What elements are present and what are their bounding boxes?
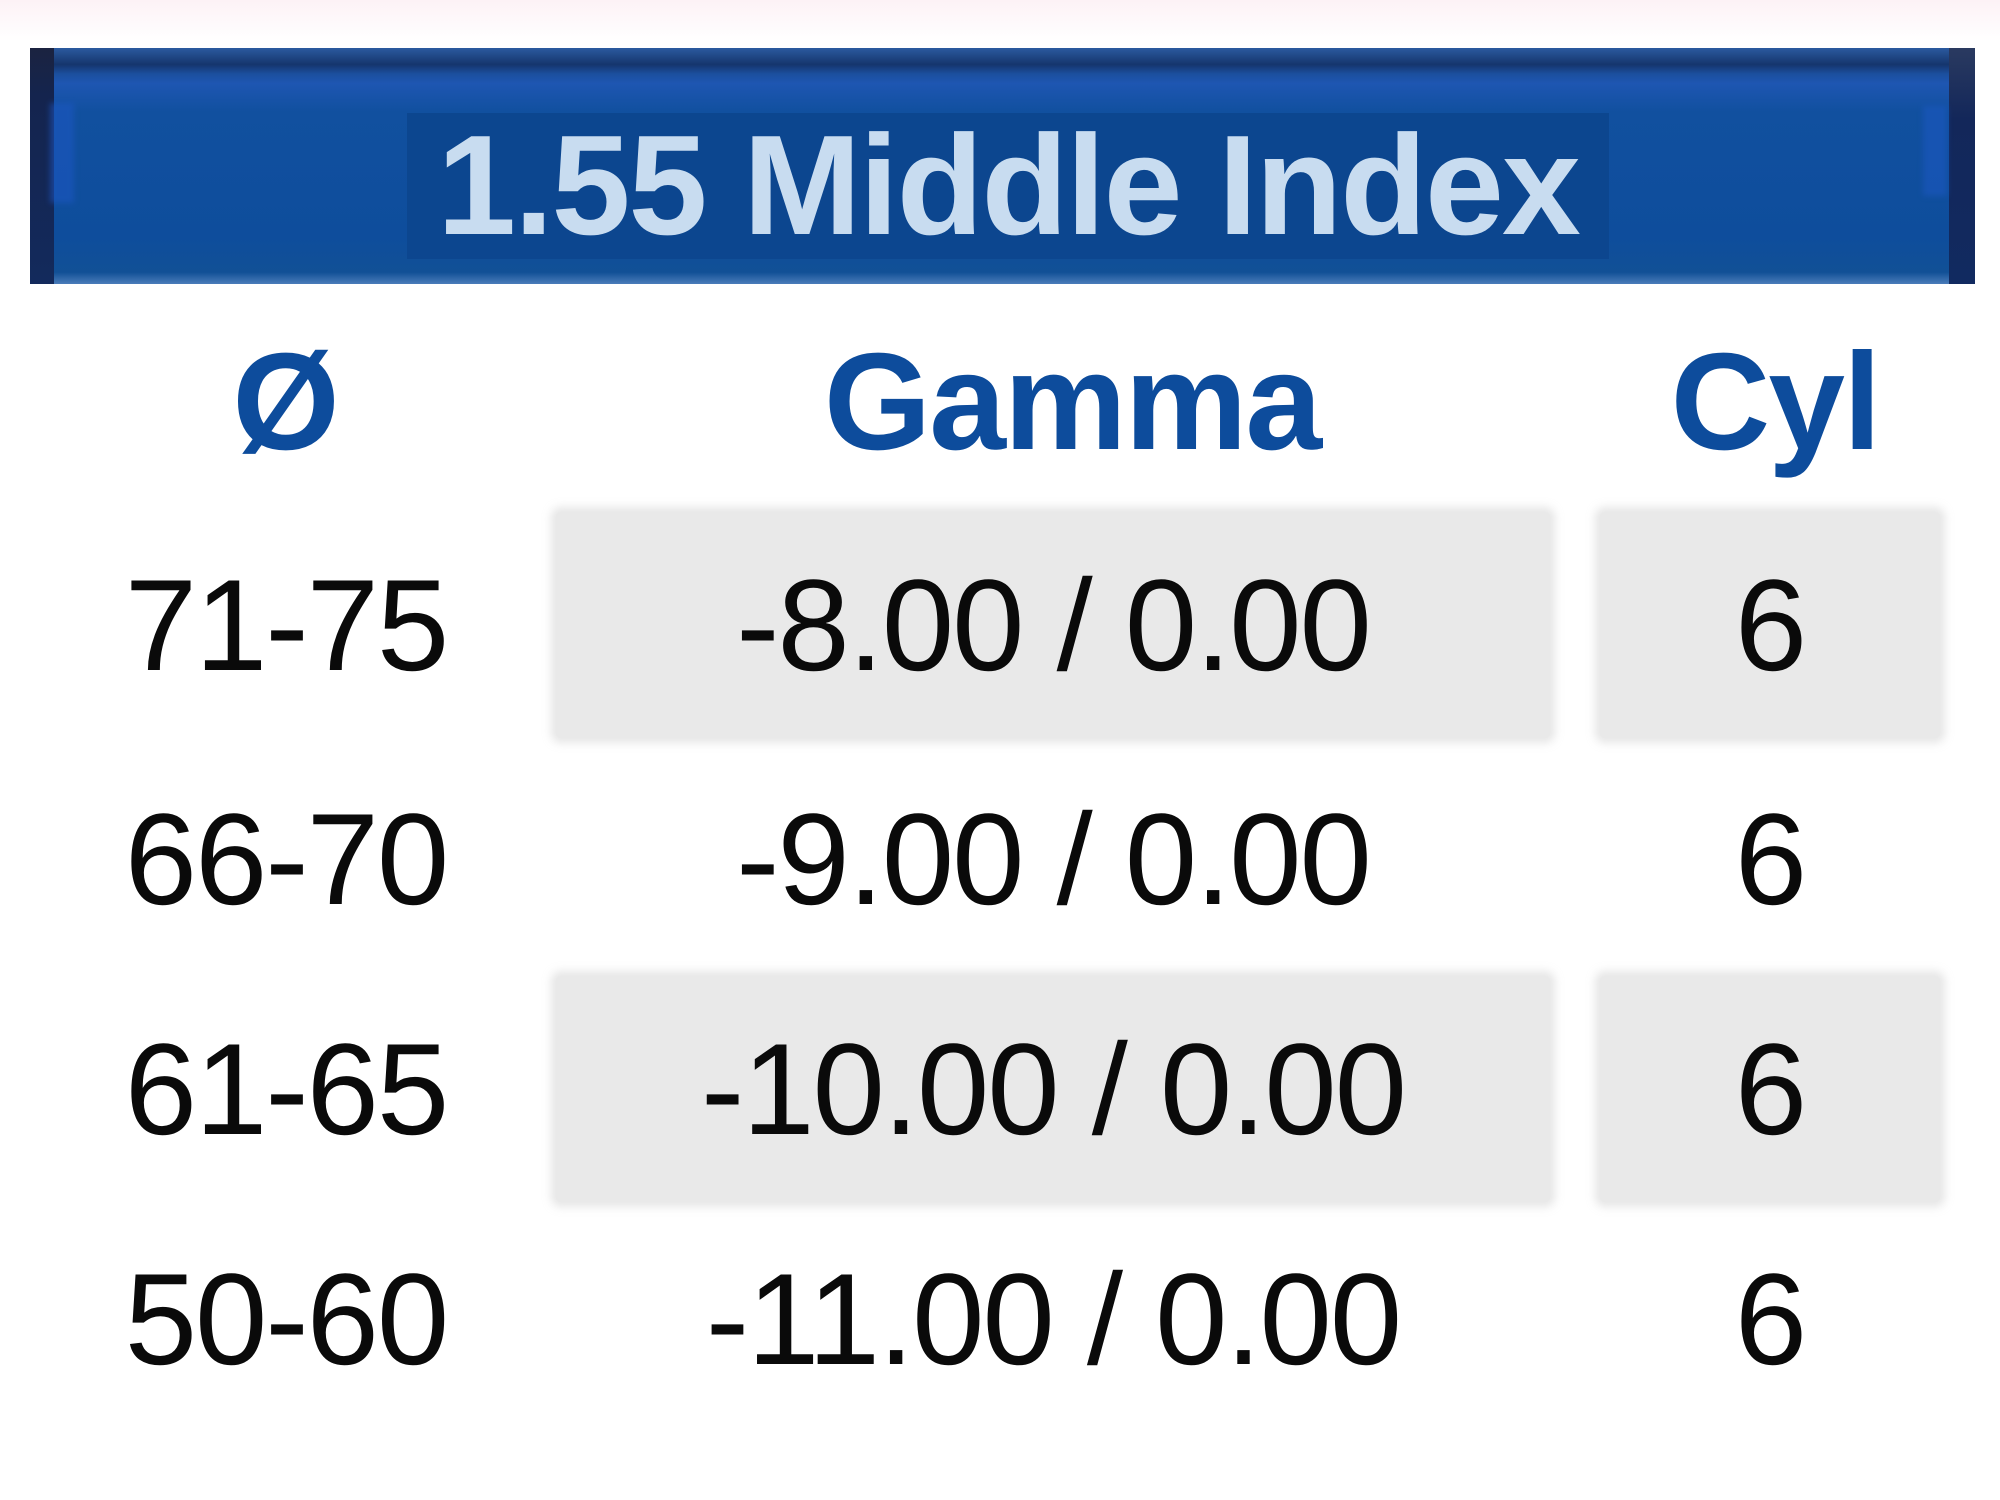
- table-title-banner: 1.55 Middle Index: [30, 48, 1975, 284]
- cyl-cell: 6: [1734, 1246, 1807, 1392]
- gamma-cell: -9.00 / 0.00: [736, 786, 1372, 932]
- column-header-cyl: Cyl: [1670, 325, 1882, 479]
- banner-left-gleam: [50, 103, 74, 203]
- cyl-cell: 6: [1600, 512, 1940, 738]
- table-row: 50-60 -11.00 / 0.00 6: [0, 1206, 2000, 1432]
- title-highlight: 1.55 Middle Index: [407, 113, 1609, 259]
- column-header-gamma: Gamma: [823, 325, 1322, 479]
- gamma-cell: -11.00 / 0.00: [705, 1246, 1402, 1392]
- table-row: 61-65 -10.00 / 0.00 6: [0, 976, 2000, 1202]
- table-row: 66-70 -9.00 / 0.00 6: [0, 746, 2000, 972]
- cyl-cell: 6: [1734, 786, 1807, 932]
- diameter-cell: 61-65: [124, 1016, 450, 1162]
- column-header-diameter: Ø: [232, 325, 339, 479]
- diameter-cell: 50-60: [124, 1246, 450, 1392]
- gamma-cell: -8.00 / 0.00: [556, 512, 1550, 738]
- diameter-cell: 66-70: [124, 786, 450, 932]
- banner-right-gleam: [1923, 106, 1947, 196]
- diameter-cell: 71-75: [124, 552, 450, 698]
- banner-right-edge: [1949, 48, 1975, 284]
- table-row: 71-75 -8.00 / 0.00 6: [0, 512, 2000, 738]
- table-title: 1.55 Middle Index: [437, 106, 1581, 265]
- cyl-cell: 6: [1600, 976, 1940, 1202]
- gamma-cell: -10.00 / 0.00: [556, 976, 1550, 1202]
